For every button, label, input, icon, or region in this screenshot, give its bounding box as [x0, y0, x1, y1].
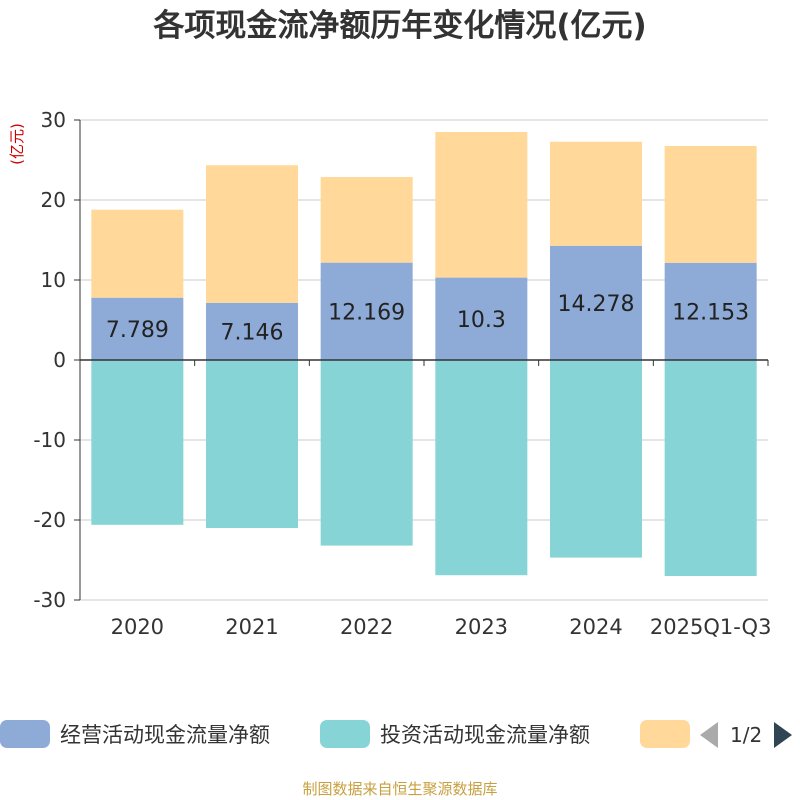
- bar-series1-2021: [206, 360, 298, 528]
- x-tick-label: 2024: [569, 615, 622, 639]
- x-tick-label: 2022: [340, 615, 393, 639]
- y-tick-label: -10: [33, 428, 66, 452]
- bar-series2-2020: [91, 209, 184, 298]
- bar-series1-2024: [550, 360, 642, 558]
- y-tick-label: 20: [41, 188, 66, 212]
- legend-swatch-investing: [320, 720, 370, 748]
- y-tick-label: 0: [53, 348, 66, 372]
- bar-series0-2024: [550, 245, 642, 360]
- x-tick-label: 2025Q1-Q3: [650, 615, 772, 639]
- data-label-2021: 7.146: [221, 320, 284, 345]
- legend-item-investing[interactable]: 投资活动现金流量净额: [320, 716, 590, 752]
- pager-prev-icon[interactable]: [700, 722, 718, 748]
- bar-series0-2022: [320, 262, 413, 360]
- y-tick-label: 10: [41, 268, 66, 292]
- bar-series1-2020: [91, 360, 184, 525]
- pager-page-text: 1/2: [730, 723, 763, 747]
- bar-series2-2023: [435, 132, 528, 278]
- pager-next-icon[interactable]: [774, 722, 793, 748]
- y-tick-label: -30: [33, 588, 66, 612]
- y-tick-label: 30: [41, 108, 66, 132]
- bar-series0-2021: [206, 302, 298, 360]
- bar-series0-2023: [435, 277, 528, 360]
- source-note: 制图数据来自恒生聚源数据库: [302, 780, 498, 798]
- chart-title: 各项现金流净额历年变化情况(亿元): [153, 8, 647, 44]
- data-label-2024: 14.278: [558, 292, 635, 317]
- bar-series0-2020: [91, 297, 184, 360]
- legend-swatch-operating: [0, 720, 50, 748]
- y-tick-label: -20: [33, 508, 66, 532]
- bar-series1-2025Q1-Q3: [664, 360, 757, 576]
- data-label-2023: 10.3: [457, 308, 506, 333]
- data-label-2022: 12.169: [328, 300, 405, 325]
- x-tick-label: 2020: [111, 615, 164, 639]
- data-label-2020: 7.789: [106, 318, 169, 343]
- y-axis-label: (亿元): [8, 123, 26, 165]
- bar-series1-2022: [320, 360, 413, 546]
- legend-item-financing[interactable]: [640, 716, 690, 752]
- bar-series2-2025Q1-Q3: [664, 145, 757, 263]
- legend: 经营活动现金流量净额 投资活动现金流量净额 1/2: [0, 716, 800, 752]
- legend-swatch-financing: [640, 720, 690, 748]
- bar-series2-2022: [320, 177, 413, 263]
- bar-series2-2021: [206, 165, 298, 303]
- x-tick-label: 2023: [455, 615, 508, 639]
- data-label-2025Q1-Q3: 12.153: [672, 300, 749, 325]
- legend-pager: 1/2: [700, 720, 800, 750]
- legend-label-investing: 投资活动现金流量净额: [380, 723, 590, 747]
- legend-label-operating: 经营活动现金流量净额: [60, 723, 270, 747]
- bar-chart: 30 20 10 0 -10 -20 -30 (亿元) 7.789 7.146 12.169 10.3…: [8, 108, 772, 639]
- bar-series2-2024: [550, 141, 642, 246]
- legend-item-operating[interactable]: 经营活动现金流量净额: [0, 716, 270, 752]
- bar-series1-2023: [435, 360, 528, 576]
- x-tick-label: 2021: [225, 615, 278, 639]
- bar-series0-2025Q1-Q3: [664, 262, 757, 360]
